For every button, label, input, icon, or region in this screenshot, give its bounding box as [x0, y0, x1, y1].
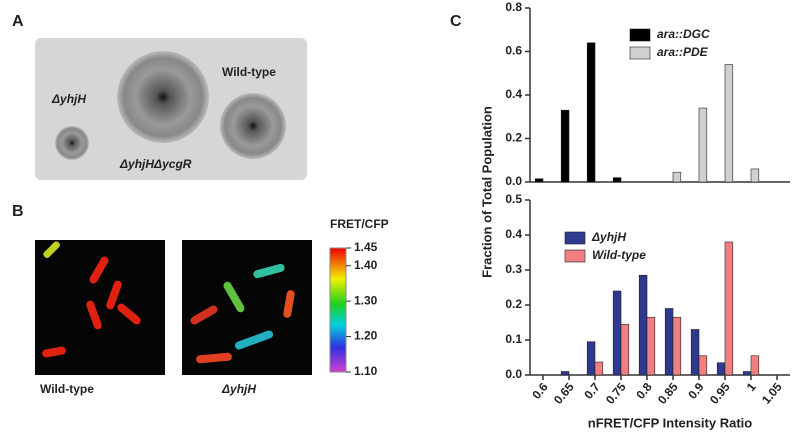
y-tick-label: 0.4 [505, 87, 522, 101]
x-tick-label: 0.7 [581, 380, 603, 402]
legend-label: ara::DGC [657, 27, 710, 41]
bar [698, 107, 708, 183]
y-tick-label: 0.2 [505, 297, 522, 311]
colorbar-tick-label: 1.20 [354, 329, 378, 343]
y-tick-label: 0.6 [505, 44, 522, 58]
cells [42, 241, 141, 358]
y-axis-label: Fraction of Total Population [479, 106, 494, 278]
y-tick-label: 0.0 [505, 367, 522, 381]
bar [586, 341, 596, 376]
bar [664, 308, 674, 376]
y-tick-label: 0.2 [505, 131, 522, 145]
bar [620, 323, 630, 376]
panel-label: A [12, 13, 24, 30]
x-tick-label: 0.95 [707, 380, 733, 407]
y-tick-label: 0.3 [505, 262, 522, 276]
colorbar-tick-label: 1.45 [354, 240, 378, 254]
legend-label: Wild-type [592, 248, 646, 262]
legend-label: ara::PDE [657, 45, 709, 59]
bar [646, 316, 656, 376]
bar [560, 109, 570, 183]
bar [724, 241, 734, 376]
bar [750, 168, 760, 183]
image-label: Wild-type [40, 382, 94, 396]
strain-label: ΔyhjHΔycgR [119, 157, 192, 171]
y-tick-label: 0.4 [505, 227, 522, 241]
cells [190, 263, 295, 364]
y-tick-label: 0.5 [505, 192, 522, 206]
bar [672, 171, 682, 183]
bar [594, 361, 604, 376]
colony [55, 126, 89, 160]
colony [117, 51, 209, 143]
panel-label: C [450, 13, 462, 30]
bar [534, 178, 544, 183]
x-tick-label: 1.05 [759, 380, 785, 407]
colorbar-tick-label: 1.30 [354, 293, 378, 307]
x-tick-label: 0.8 [633, 380, 655, 402]
y-tick-label: 0.0 [505, 174, 522, 188]
bar [560, 371, 570, 376]
x-tick-label: 0.65 [551, 380, 577, 407]
legend-label: ΔyhjH [591, 230, 626, 244]
bar [612, 177, 622, 183]
bar [716, 362, 726, 376]
image-label: ΔyhjH [221, 382, 256, 396]
bar [672, 316, 682, 376]
panel-label: B [12, 203, 24, 220]
legend-swatch [564, 231, 586, 245]
bar [690, 329, 700, 376]
bar [724, 64, 734, 183]
bar [742, 371, 752, 376]
strain-label: ΔyhjH [51, 92, 86, 106]
x-tick-label: 0.6 [529, 380, 551, 402]
bar [698, 355, 708, 376]
colorbar [329, 247, 347, 373]
colorbar-title: FRET/CFP [330, 217, 389, 231]
legend-swatch [629, 28, 651, 42]
x-axis-label: nFRET/CFP Intensity Ratio [588, 415, 752, 430]
colorbar-tick-label: 1.40 [354, 258, 378, 272]
colorbar-tick-label: 1.10 [354, 364, 378, 378]
bar [750, 355, 760, 376]
bar [638, 274, 648, 376]
x-tick-label: 1 [744, 380, 759, 394]
micrograph [182, 240, 312, 375]
y-tick-label: 0.1 [505, 332, 522, 346]
strain-label: Wild-type [222, 65, 276, 79]
colony [220, 93, 286, 159]
legend-swatch [629, 46, 651, 60]
x-tick-label: 0.75 [603, 380, 629, 407]
bar [586, 42, 596, 183]
bar [612, 290, 622, 376]
x-tick-label: 0.9 [685, 380, 707, 402]
y-tick-label: 0.8 [505, 0, 522, 14]
x-tick-label: 0.85 [655, 380, 681, 407]
legend-swatch [564, 249, 586, 263]
